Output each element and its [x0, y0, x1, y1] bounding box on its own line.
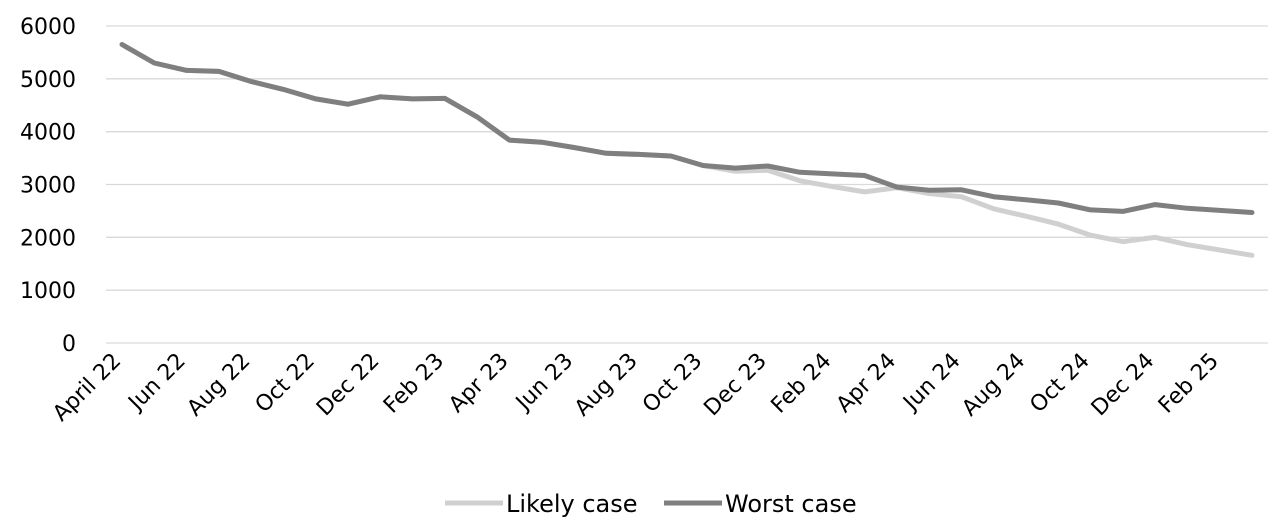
- x-tick-label: Jun 24: [898, 349, 966, 417]
- x-tick-label: Oct 23: [638, 349, 707, 418]
- series-line-likely-case: [119, 42, 1255, 258]
- gridlines: [106, 25, 1268, 344]
- x-tick-label: April 22: [48, 349, 126, 427]
- x-tick-label: Dec 23: [699, 349, 772, 422]
- x-tick-label: Oct 22: [251, 349, 320, 418]
- y-tick-label: 0: [62, 332, 76, 357]
- x-tick-label: Feb 25: [1154, 349, 1224, 419]
- series-line-worst-case: [119, 42, 1255, 215]
- x-tick-label: Jun 22: [123, 349, 191, 417]
- legend: Likely case Worst case: [445, 490, 857, 518]
- legend-label-likely-case: Likely case: [506, 490, 638, 518]
- x-tick-label: Jun 23: [510, 349, 578, 417]
- x-tick-label: Feb 24: [767, 349, 837, 419]
- y-tick-label: 1000: [20, 279, 76, 304]
- x-tick-label: Apr 23: [444, 349, 513, 418]
- x-tick-label: Feb 23: [379, 349, 449, 419]
- x-tick-label: Aug 22: [183, 349, 256, 422]
- x-tick-label: Dec 22: [312, 349, 385, 422]
- x-tick-label: Aug 24: [957, 349, 1030, 422]
- x-tick-label: Dec 24: [1087, 349, 1160, 422]
- legend-label-worst-case: Worst case: [725, 490, 857, 518]
- y-tick-label: 6000: [20, 15, 76, 40]
- x-tick-label: Apr 24: [832, 349, 901, 418]
- series-lines: [119, 42, 1255, 258]
- y-tick-label: 4000: [20, 121, 76, 146]
- y-tick-label: 5000: [20, 68, 76, 93]
- y-tick-label: 3000: [20, 174, 76, 199]
- y-tick-label: 2000: [20, 226, 76, 251]
- x-tick-label: Aug 23: [570, 349, 643, 422]
- y-axis: 0 1000 2000 3000 4000 5000 6000: [20, 15, 76, 357]
- x-tick-label: Oct 24: [1025, 349, 1094, 418]
